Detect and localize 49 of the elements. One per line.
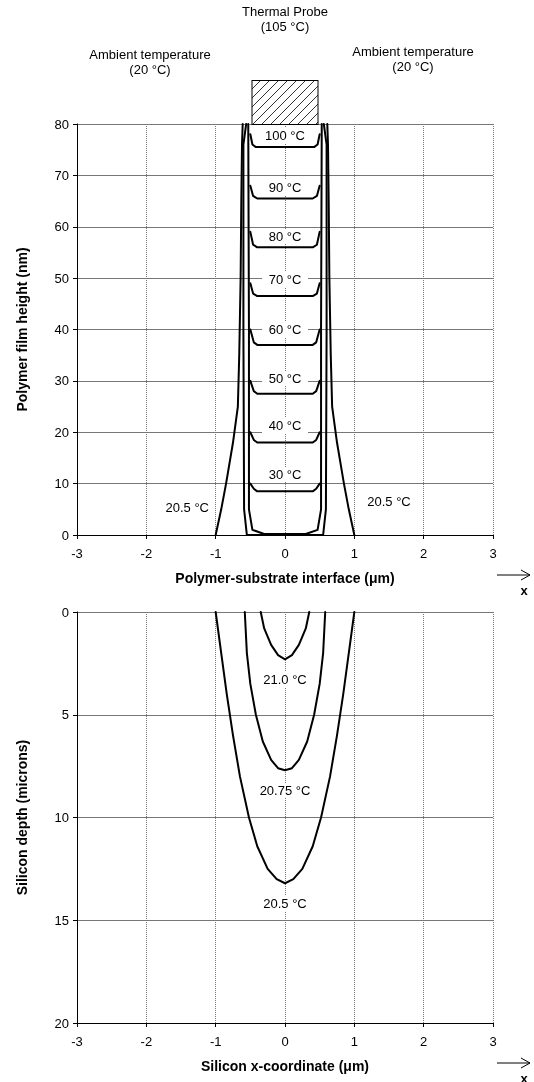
text: Ambient temperature (20 °C) [351,44,475,74]
annotation: 30 °C [262,467,308,483]
annotation: 20.5 °C [257,895,313,911]
annotation: 60 °C [262,321,308,337]
annotation: 50 °C [262,370,308,386]
y-tick-label: 0 [61,527,69,543]
x-tick-label: 2 [420,1034,428,1049]
y-tick-label: 10 [54,476,69,492]
y-tick-label: 70 [54,167,69,183]
x-tick-label: 1 [350,546,358,561]
annotation: 80 °C [262,229,308,245]
x-axis-title: Silicon x-coordinate (μm) [200,1058,370,1074]
y-axis-title: Polymer film height (nm) [14,247,30,412]
annotation: 40 °C [262,418,308,434]
y-tick-label: 30 [54,373,69,389]
y-tick-label: 40 [54,322,69,337]
y-tick-label: 80 [54,116,69,132]
x-tick-label: 3 [489,1034,497,1049]
text: Thermal Probe (105 °C) [241,4,329,34]
x-tick-label: -2 [140,546,153,561]
x-tick-label: -1 [209,1034,222,1049]
y-tick-label: 10 [54,810,69,825]
y-tick-label: 50 [54,270,69,286]
x-tick-label: -2 [140,1034,153,1049]
y-axis-title: Silicon depth (microns) [14,739,30,896]
annotation: 90 °C [262,179,308,195]
x-tick-label: 0 [281,546,289,561]
x-tick-label: 1 [350,1034,358,1049]
x-tick-label: -3 [71,546,83,561]
x-tick-label: -1 [209,546,222,561]
x-axis-title: Polymer-substrate interface (μm) [175,570,395,586]
y-tick-label: 0 [61,604,69,620]
text: Ambient temperature (20 °C) [88,47,212,77]
text: x [519,583,529,598]
x-tick-label: 3 [489,546,497,561]
annotation: 21.0 °C [257,671,313,687]
y-tick-label: 20 [54,424,69,440]
y-tick-label: 5 [61,707,69,723]
x-tick-label: 0 [281,1034,289,1049]
annotation: 20.75 °C [253,782,317,798]
x-tick-label: 2 [420,546,428,561]
annotation: 20.5 °C [363,494,415,510]
y-tick-label: 15 [54,912,69,928]
annotation: 20.5 °C [161,500,214,516]
annotation: 100 °C [259,128,311,144]
x-tick-label: -3 [71,1034,83,1049]
y-tick-label: 20 [54,1015,69,1031]
annotation: 70 °C [262,272,308,288]
y-tick-label: 60 [54,219,69,235]
